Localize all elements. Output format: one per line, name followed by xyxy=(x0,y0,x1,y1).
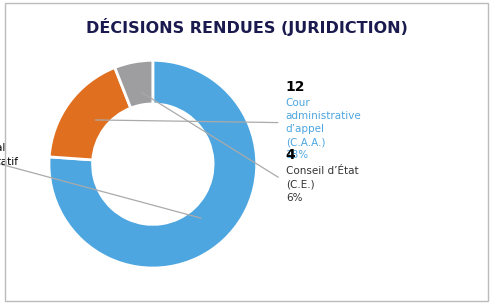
Wedge shape xyxy=(49,60,257,268)
Text: Conseil d’État
(C.E.)
6%: Conseil d’État (C.E.) 6% xyxy=(286,166,358,203)
Wedge shape xyxy=(115,60,153,108)
Text: Cour
administrative
d’appel
(C.A.A.)
18%: Cour administrative d’appel (C.A.A.) 18% xyxy=(286,98,361,161)
Text: 4: 4 xyxy=(286,148,295,162)
Text: Tribunal
administratif
(T.A.)
76%: Tribunal administratif (T.A.) 76% xyxy=(0,143,18,193)
Wedge shape xyxy=(49,67,131,160)
Text: 12: 12 xyxy=(286,80,305,94)
Text: DÉCISIONS RENDUES (JURIDICTION): DÉCISIONS RENDUES (JURIDICTION) xyxy=(86,18,407,36)
